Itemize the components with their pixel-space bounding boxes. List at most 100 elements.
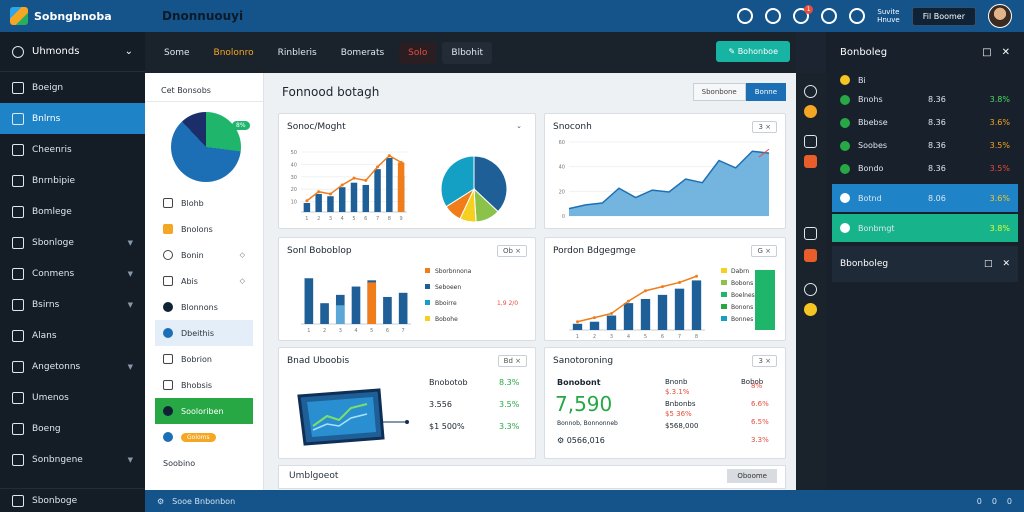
- card-title: Sonoc/Moght: [287, 122, 346, 132]
- right-panel-row[interactable]: Botnd 8.06 3.6%: [832, 184, 1018, 212]
- right-panel-row[interactable]: Bonbmgt 3.8%: [832, 214, 1018, 242]
- kpi-label: Bonobont: [557, 378, 601, 387]
- legend-swatch: [721, 280, 727, 285]
- legend-swatch: [721, 316, 727, 321]
- tab[interactable]: Blbohit: [442, 41, 493, 64]
- sidebar-item[interactable]: Umenos: [0, 382, 145, 413]
- sidebar-item[interactable]: Angetonns ▼: [0, 351, 145, 382]
- sidebar-item[interactable]: Bnlrns: [0, 103, 145, 134]
- secondary-list-item[interactable]: Goloms: [155, 424, 253, 450]
- bar: [386, 157, 393, 212]
- secondary-list-item[interactable]: Bnolons: [155, 216, 253, 242]
- sidebar-item[interactable]: Bsirns ▼: [0, 289, 145, 320]
- x-tick-label: 2: [323, 328, 326, 334]
- settings-icon[interactable]: [804, 283, 817, 296]
- sidebar-item-icon: [12, 453, 24, 466]
- x-tick-label: 2: [593, 334, 596, 340]
- sidebar-item[interactable]: Sonbngene ▼: [0, 444, 145, 475]
- x-tick-label: 3: [610, 334, 613, 340]
- status-counter-3: 0: [1006, 496, 1012, 506]
- bar: [362, 184, 370, 212]
- close-icon[interactable]: ✕: [1002, 259, 1010, 269]
- footer-card-button[interactable]: Oboome: [727, 469, 777, 483]
- maximize-icon[interactable]: □: [983, 259, 993, 269]
- secondary-list-item[interactable]: Abis ◇: [155, 268, 253, 294]
- secondary-list-item[interactable]: Bobrion: [155, 346, 253, 372]
- alert-icon[interactable]: [804, 155, 817, 168]
- asset-change: 3.5%: [989, 164, 1010, 173]
- grid-icon[interactable]: [804, 227, 817, 240]
- globe-icon[interactable]: [849, 8, 866, 24]
- bar: [374, 169, 381, 212]
- settings-icon[interactable]: [821, 8, 838, 24]
- sidebar-item[interactable]: Cheenris: [0, 134, 145, 165]
- card-close-button[interactable]: Bd ×: [497, 355, 527, 367]
- secondary-list-item[interactable]: Soobino: [155, 450, 253, 476]
- view-toggle-option-1[interactable]: Sbonbone: [692, 83, 746, 101]
- tab[interactable]: Bnolonro: [213, 47, 254, 58]
- secondary-list-item[interactable]: Sooloriben: [155, 398, 253, 424]
- view-toggle-option-2[interactable]: Bonne: [745, 83, 786, 101]
- x-tick-label: 5: [644, 334, 647, 340]
- secondary-list-label: Soobino: [163, 458, 196, 468]
- notification-icon[interactable]: 1: [793, 5, 814, 24]
- primary-action-button[interactable]: ✎ Bohonboe: [716, 41, 790, 62]
- card-menu-icon[interactable]: ⌄: [516, 122, 522, 130]
- sidebar-item[interactable]: Sbonloge ▼: [0, 227, 145, 258]
- kpi-col-label: Bnbonbs: [665, 400, 696, 408]
- maximize-icon[interactable]: □: [982, 46, 992, 58]
- flag-icon[interactable]: [804, 249, 817, 262]
- card-close-button[interactable]: 3 ×: [752, 355, 777, 367]
- x-tick-label: 6: [364, 216, 367, 222]
- right-panel-row[interactable]: Soobes 8.36 3.5%: [826, 134, 1024, 157]
- secondary-list-item[interactable]: Bonin ◇: [155, 242, 253, 268]
- x-tick-label: 4: [627, 334, 630, 340]
- sidebar-item[interactable]: Boeign: [0, 72, 145, 103]
- sidebar-item[interactable]: Alans: [0, 320, 145, 351]
- tab[interactable]: Rinbleris: [277, 47, 317, 58]
- coin-icon[interactable]: [804, 303, 817, 316]
- clock-icon[interactable]: [804, 85, 817, 98]
- x-tick-label: 1: [576, 334, 579, 340]
- x-tick-label: 3: [339, 328, 342, 334]
- avatar[interactable]: [988, 4, 1012, 28]
- tab[interactable]: Solo: [399, 41, 437, 64]
- sidebar-item[interactable]: Conmens ▼: [0, 258, 145, 289]
- right-panel-row[interactable]: Bnohs 8.36 3.8%: [826, 88, 1024, 111]
- y-tick-label: 30: [291, 175, 297, 181]
- sidebar-header[interactable]: Uhmonds ⌄: [0, 32, 145, 72]
- right-panel-row[interactable]: Bbebse 8.36 3.6%: [826, 111, 1024, 134]
- x-tick-label: 1: [305, 216, 308, 222]
- checkbox-icon: [163, 354, 173, 364]
- secondary-list-item[interactable]: Blohb: [155, 190, 253, 216]
- sidebar-item[interactable]: Boeng: [0, 413, 145, 444]
- calendar-icon[interactable]: [804, 135, 817, 148]
- card-close-button[interactable]: 3 ×: [752, 121, 777, 133]
- card-close-button[interactable]: G ×: [751, 245, 777, 257]
- expand-icon: ◇: [239, 251, 245, 259]
- sidebar-footer[interactable]: Sbonboge: [0, 488, 145, 512]
- close-icon[interactable]: ✕: [1001, 46, 1010, 58]
- right-panel-subsection[interactable]: Bbonboleg □ ✕: [832, 246, 1018, 282]
- kpi-right-value: 8%: [751, 382, 763, 390]
- right-panel-row[interactable]: Bondo 8.36 3.5%: [826, 157, 1024, 180]
- tab[interactable]: Bomerats: [340, 47, 385, 58]
- chevron-down-icon[interactable]: ⌄: [124, 46, 133, 57]
- user-menu-button[interactable]: Fil Boomer: [911, 6, 976, 26]
- star-icon[interactable]: [804, 105, 817, 118]
- secondary-list-item[interactable]: Dbeithis: [155, 320, 253, 346]
- tab[interactable]: Some: [164, 47, 190, 58]
- secondary-list-label: Blohb: [181, 198, 204, 208]
- secondary-list-item[interactable]: Bhobsis: [155, 372, 253, 398]
- secondary-list-item[interactable]: Blonnons: [155, 294, 253, 320]
- sidebar-item-label: Boeign: [32, 82, 64, 93]
- sidebar-item[interactable]: Bnrnbipie: [0, 165, 145, 196]
- bar: [315, 193, 322, 212]
- sidebar-item[interactable]: Bomlege: [0, 196, 145, 227]
- sidebar: Uhmonds ⌄ Boeign Bnlrns Cheenris Bnrnbipie B…: [0, 32, 145, 512]
- chevron-down-icon: ▼: [127, 362, 133, 371]
- help-icon[interactable]: [737, 8, 754, 24]
- chat-icon[interactable]: [765, 8, 782, 24]
- card-close-button[interactable]: Ob ×: [496, 245, 527, 257]
- app-logo[interactable]: Sobngbnoba: [0, 7, 150, 25]
